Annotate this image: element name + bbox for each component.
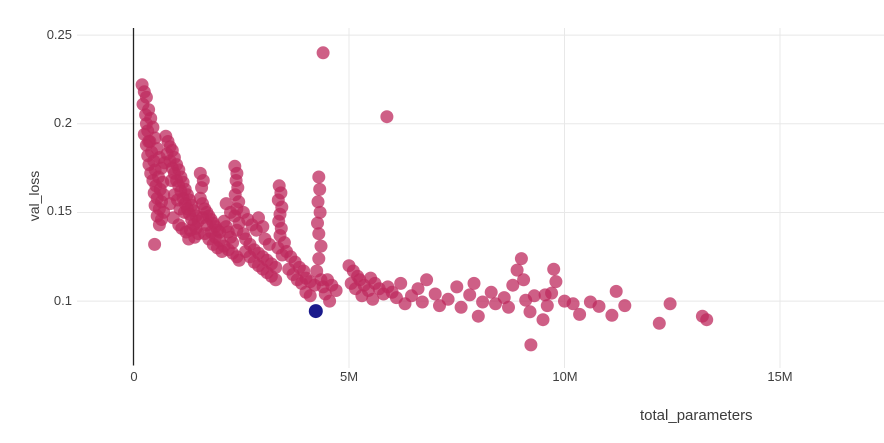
run-point[interactable] <box>566 297 580 311</box>
run-point[interactable] <box>524 338 538 352</box>
run-point[interactable] <box>545 286 559 300</box>
run-point[interactable] <box>182 232 196 246</box>
run-point[interactable] <box>652 316 666 330</box>
run-point[interactable] <box>411 282 425 296</box>
run-point[interactable] <box>415 295 429 309</box>
run-point[interactable] <box>269 273 283 287</box>
selected-run-point[interactable] <box>308 304 323 319</box>
y-tick-label: 0.25 <box>46 27 72 42</box>
run-point[interactable] <box>510 263 524 277</box>
run-point[interactable] <box>618 299 632 313</box>
run-point[interactable] <box>355 289 369 303</box>
run-point[interactable] <box>497 291 511 305</box>
run-point[interactable] <box>547 262 561 276</box>
run-point[interactable] <box>605 308 619 322</box>
run-point[interactable] <box>450 280 464 294</box>
run-point[interactable] <box>592 299 606 313</box>
run-point[interactable] <box>311 216 324 230</box>
run-point[interactable] <box>514 252 528 266</box>
run-point[interactable] <box>224 205 237 219</box>
x-tick-label: 10M <box>552 369 578 384</box>
run-point[interactable] <box>311 195 325 209</box>
run-point[interactable] <box>540 299 554 313</box>
y-tick-label: 0.1 <box>53 293 72 308</box>
run-point[interactable] <box>463 288 477 302</box>
run-point[interactable] <box>142 135 156 148</box>
run-point[interactable] <box>428 287 442 301</box>
run-point[interactable] <box>609 284 623 298</box>
run-point[interactable] <box>517 273 531 287</box>
run-point[interactable] <box>152 218 166 232</box>
run-point[interactable] <box>303 289 317 303</box>
run-point[interactable] <box>164 174 178 187</box>
run-point[interactable] <box>195 181 209 195</box>
run-point[interactable] <box>313 182 327 196</box>
run-point[interactable] <box>527 289 541 303</box>
run-point[interactable] <box>700 313 714 327</box>
run-point[interactable] <box>454 300 468 314</box>
x-tick-label: 5M <box>339 369 359 384</box>
y-axis-title: val_loss <box>26 170 42 222</box>
run-point[interactable] <box>502 300 515 314</box>
run-point[interactable] <box>573 307 587 321</box>
run-point[interactable] <box>484 285 498 299</box>
x-tick-label: 0 <box>130 369 138 384</box>
run-point[interactable] <box>166 211 180 225</box>
run-point[interactable] <box>314 239 328 253</box>
run-point[interactable] <box>471 309 485 323</box>
run-point[interactable] <box>148 237 162 251</box>
run-point[interactable] <box>394 276 408 290</box>
y-tick-label: 0.15 <box>46 203 72 218</box>
run-point[interactable] <box>441 292 455 306</box>
run-point[interactable] <box>506 278 520 292</box>
x-axis-title: total_parameters <box>640 407 753 424</box>
run-point[interactable] <box>523 305 537 319</box>
run-point[interactable] <box>536 313 550 327</box>
run-point[interactable] <box>252 211 265 225</box>
run-point[interactable] <box>467 276 481 290</box>
x-tick-label: 15M <box>767 369 793 384</box>
run-point[interactable] <box>323 294 337 308</box>
run-point[interactable] <box>420 273 434 287</box>
run-point[interactable] <box>277 236 291 250</box>
run-point[interactable] <box>663 297 677 311</box>
run-point[interactable] <box>316 46 330 60</box>
run-point[interactable] <box>312 170 326 184</box>
run-point[interactable] <box>476 295 490 309</box>
run-point[interactable] <box>312 227 326 241</box>
run-point[interactable] <box>329 284 343 297</box>
run-point[interactable] <box>312 252 326 266</box>
run-point[interactable] <box>313 205 327 219</box>
run-point[interactable] <box>380 110 394 124</box>
run-point[interactable] <box>366 292 380 306</box>
run-point[interactable] <box>158 156 171 170</box>
y-tick-label: 0.2 <box>53 115 72 130</box>
run-point[interactable] <box>549 275 563 289</box>
run-point[interactable] <box>173 202 187 216</box>
